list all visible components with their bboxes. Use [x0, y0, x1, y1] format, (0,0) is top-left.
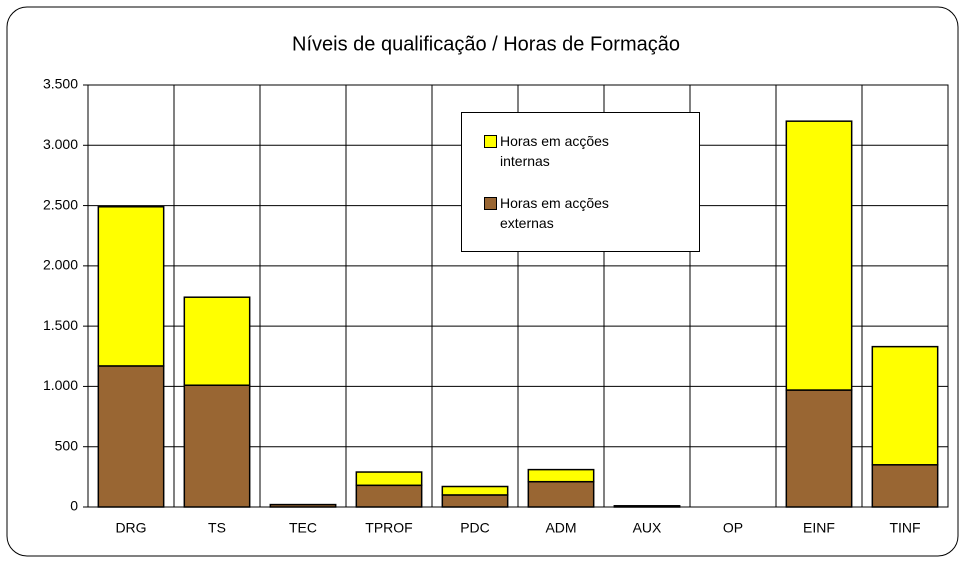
x-tick-label: TEC: [289, 520, 317, 536]
bar-segment: [183, 384, 251, 508]
legend-entry: Horas em acções internas: [484, 131, 700, 171]
y-tick-label: 1.000: [43, 377, 78, 393]
legend-entry: Horas em acções externas: [484, 193, 700, 233]
bar-segment: [355, 471, 423, 487]
bar-segment: [527, 468, 595, 483]
bar-segment: [871, 345, 939, 466]
x-tick-label: TINF: [889, 520, 920, 536]
bar-segment: [269, 503, 337, 508]
bar-segment: [785, 120, 853, 391]
bar-segment: [527, 480, 595, 508]
bar-segment: [441, 485, 509, 496]
y-tick-label: 3.500: [43, 76, 78, 92]
x-tick-label: PDC: [460, 520, 490, 536]
bar-segment: [355, 484, 423, 508]
y-tick-label: 0: [70, 498, 78, 514]
bar-segment: [97, 206, 165, 367]
bar-segment: [785, 389, 853, 508]
legend-label: Horas em acções externas: [500, 195, 609, 231]
legend-label: Horas em acções internas: [500, 133, 609, 169]
legend-swatch: [484, 197, 497, 210]
y-tick-label: 3.000: [43, 136, 78, 152]
legend: Horas em acções internas Horas em acções …: [461, 112, 700, 252]
y-tick-label: 2.500: [43, 196, 78, 212]
x-tick-label: OP: [723, 520, 743, 536]
bar-segment: [97, 365, 165, 508]
x-tick-label: AUX: [633, 520, 662, 536]
y-tick-label: 500: [55, 437, 79, 453]
legend-swatch: [484, 135, 497, 148]
x-tick-label: ADM: [545, 520, 576, 536]
bar-segment: [183, 296, 251, 386]
x-tick-label: EINF: [803, 520, 835, 536]
x-tick-label: DRG: [115, 520, 146, 536]
x-tick-label: TPROF: [365, 520, 412, 536]
y-tick-label: 2.000: [43, 257, 78, 273]
bar-segment: [613, 505, 681, 508]
bar-segment: [871, 464, 939, 508]
y-tick-label: 1.500: [43, 317, 78, 333]
bar-segment: [441, 494, 509, 508]
chart-title: Níveis de qualificação / Horas de Formaç…: [292, 33, 680, 55]
x-tick-label: TS: [208, 520, 226, 536]
